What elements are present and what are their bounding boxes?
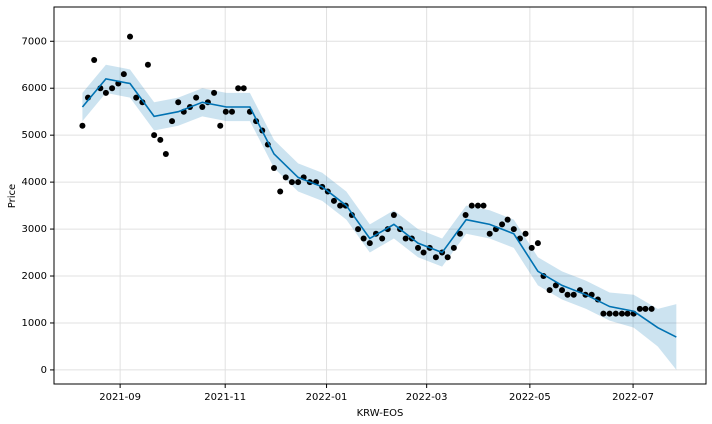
observed-point: [528, 244, 535, 251]
observed-point: [91, 57, 98, 64]
observed-point: [486, 230, 493, 237]
observed-point: [546, 287, 553, 294]
observed-point: [175, 99, 182, 106]
observed-point: [240, 85, 247, 92]
y-tick-label: 1000: [22, 318, 47, 329]
y-axis-label: Price: [7, 184, 18, 208]
observed-point: [648, 305, 655, 312]
y-tick-label: 4000: [22, 177, 47, 188]
observed-point: [432, 254, 439, 261]
y-tick-label: 5000: [22, 130, 47, 141]
observed-point: [133, 94, 140, 101]
observed-point: [102, 89, 109, 96]
observed-point: [235, 85, 242, 92]
observed-point: [642, 305, 649, 312]
forecast-line: [81, 77, 677, 338]
x-tick-label: 2021-09: [99, 392, 141, 403]
observed-point: [355, 226, 362, 233]
x-tick-label: 2022-01: [306, 392, 348, 403]
observed-point: [193, 94, 200, 101]
observed-point: [480, 202, 487, 209]
observed-point: [390, 211, 397, 218]
observed-point: [612, 310, 619, 317]
observed-point: [499, 221, 506, 228]
observed-point: [444, 254, 451, 261]
observed-point: [504, 216, 511, 223]
grid: [54, 7, 706, 384]
observed-point: [606, 310, 613, 317]
observed-point: [109, 85, 116, 92]
observed-point: [402, 235, 409, 242]
observed-point: [570, 291, 577, 298]
observed-point: [139, 99, 146, 106]
y-tick-label: 7000: [22, 36, 47, 47]
observed-point: [162, 150, 169, 157]
observed-point: [468, 202, 475, 209]
observed-point: [618, 310, 625, 317]
y-tick-label: 3000: [22, 224, 47, 235]
x-tick-label: 2021-11: [204, 392, 246, 403]
observed-point: [282, 174, 289, 181]
observed-point: [420, 249, 427, 256]
observed-point: [559, 287, 566, 294]
observed-point: [120, 71, 127, 78]
observed-point: [415, 244, 422, 251]
observed-point: [217, 122, 224, 129]
observed-point: [288, 179, 295, 186]
observed-point: [79, 122, 86, 129]
observed-point: [337, 202, 344, 209]
observed-point: [534, 240, 541, 247]
y-tick-label: 6000: [22, 83, 47, 94]
observed-point: [366, 240, 373, 247]
observed-point: [522, 230, 529, 237]
x-tick-label: 2022-03: [406, 392, 448, 403]
x-tick-label: 2022-05: [509, 392, 551, 403]
observed-point: [450, 244, 457, 251]
observed-point: [457, 230, 464, 237]
x-axis-label: KRW-EOS: [357, 408, 404, 419]
observed-point: [151, 132, 158, 139]
y-tick-label: 0: [41, 365, 47, 376]
observed-point: [552, 282, 559, 289]
observed-point: [462, 211, 469, 218]
observed-point: [199, 104, 206, 111]
uncertainty-band: [82, 64, 677, 370]
observed-point: [379, 235, 386, 242]
observed-point: [127, 33, 134, 40]
observed-point: [222, 108, 229, 115]
plot-area: [54, 7, 706, 384]
observed-point: [157, 136, 164, 143]
observed-point: [636, 305, 643, 312]
observed-point: [330, 197, 337, 204]
plot-frame: [53, 6, 707, 385]
y-tick-label: 2000: [22, 271, 47, 282]
observed-point: [271, 165, 278, 172]
observed-point: [510, 226, 517, 233]
observed-point: [211, 89, 218, 96]
observed-point: [277, 188, 284, 195]
observed-point: [624, 310, 631, 317]
observed-point: [360, 235, 367, 242]
observed-point: [564, 291, 571, 298]
observed-point: [295, 179, 302, 186]
observed-point: [474, 202, 481, 209]
observed-point: [169, 118, 176, 125]
observed-point: [600, 310, 607, 317]
observed-point: [144, 61, 151, 68]
x-tick-label: 2022-07: [612, 392, 654, 403]
observed-point: [228, 108, 235, 115]
marks: [79, 33, 677, 370]
